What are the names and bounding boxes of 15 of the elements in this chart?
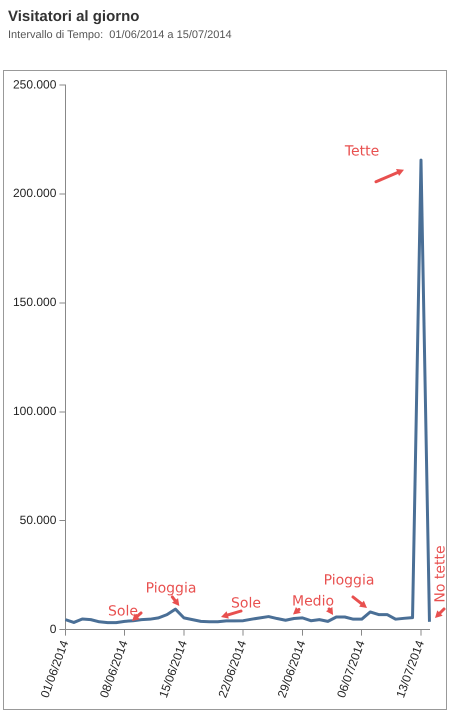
annotation: Sole	[231, 596, 261, 612]
annotation: Medio	[292, 594, 334, 610]
annotation: Pioggia	[324, 572, 374, 589]
y-tick-label: 100.000	[12, 404, 57, 418]
annotation: Sole	[108, 604, 138, 620]
annotation: Tette	[344, 144, 380, 160]
annotation: Pioggia	[146, 580, 196, 597]
text: No tette	[432, 545, 449, 603]
y-tick-label: 150.000	[12, 295, 57, 310]
chart-subtitle: Intervallo di Tempo: 01/06/2014 a 15/07/2014	[8, 29, 232, 41]
y-tick-label: 50.000	[20, 513, 57, 528]
y-tick-label: 250.000	[12, 77, 57, 92]
y-tick-label: 0	[50, 622, 57, 636]
chart-title: Visitatori al giorno	[8, 8, 140, 25]
y-tick-label: 200.000	[12, 186, 57, 200]
